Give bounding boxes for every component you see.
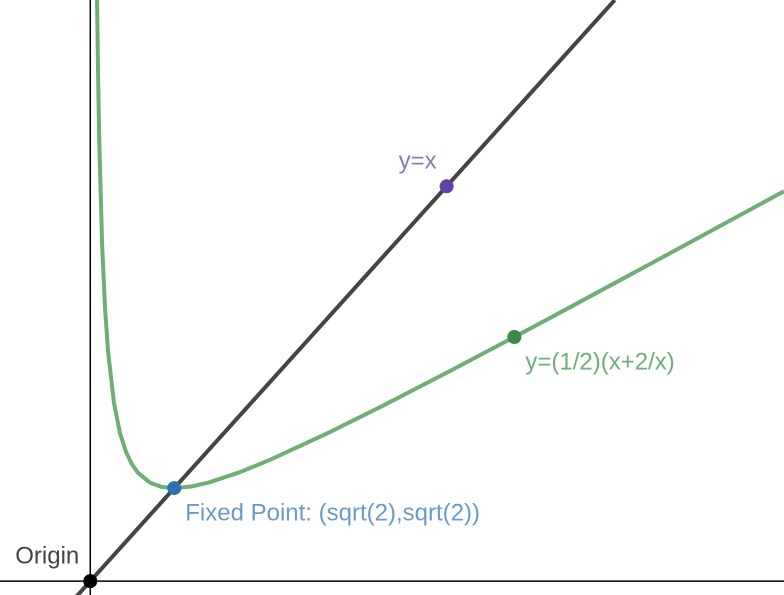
point <box>83 574 98 589</box>
point <box>507 329 522 344</box>
point-label: y=x <box>399 148 437 175</box>
function-curve <box>75 0 617 595</box>
point <box>167 481 182 496</box>
point-label: y=(1/2)(x+2/x) <box>525 348 674 375</box>
point-label: Fixed Point: (sqrt(2),sqrt(2)) <box>185 499 480 526</box>
function-curve <box>95 0 784 491</box>
point-label: Origin <box>15 543 79 570</box>
point <box>439 179 454 194</box>
